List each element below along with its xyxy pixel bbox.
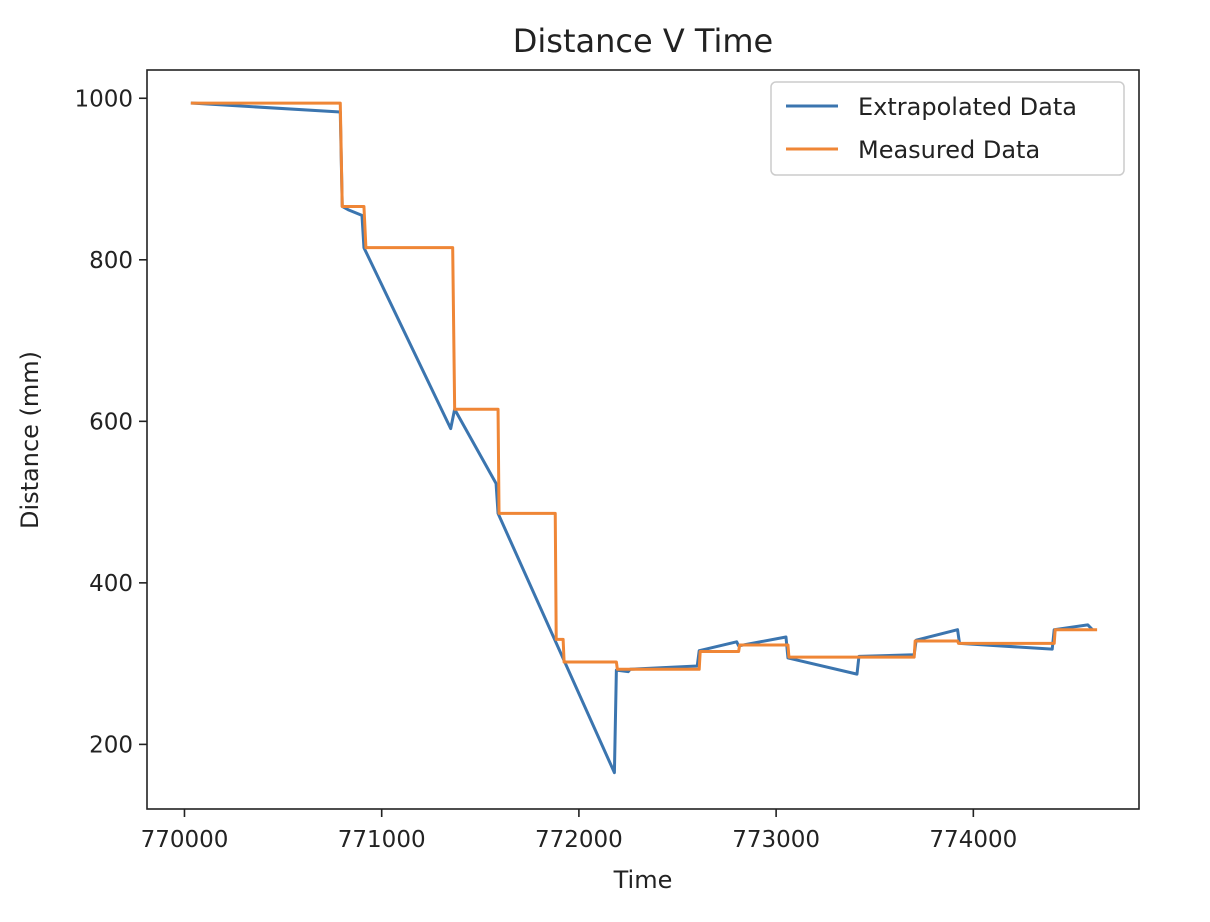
series-layer xyxy=(190,101,1098,775)
x-tick-label: 774000 xyxy=(929,827,1017,853)
plot-area xyxy=(190,101,1098,775)
chart-title: Distance V Time xyxy=(513,22,773,60)
y-tick-label: 200 xyxy=(89,732,133,758)
x-tick-label: 773000 xyxy=(732,827,820,853)
y-axis: 200 400 600 800 1000 xyxy=(74,86,147,758)
x-tick-label: 772000 xyxy=(535,827,623,853)
x-axis: 770000 771000 772000 773000 774000 xyxy=(141,809,1017,853)
series-line-measured-data xyxy=(190,101,1098,671)
legend-label-measured-data: Measured Data xyxy=(858,136,1040,164)
x-axis-label: Time xyxy=(613,866,673,894)
y-axis-label: Distance (mm) xyxy=(16,351,44,529)
y-tick-label: 800 xyxy=(89,248,133,274)
legend-label-extrapolated-data: Extrapolated Data xyxy=(858,93,1077,121)
y-tick-label: 400 xyxy=(89,571,133,597)
y-tick-label: 600 xyxy=(89,409,133,435)
legend: Extrapolated Data Measured Data xyxy=(770,81,1125,176)
plot-frame xyxy=(146,69,1140,810)
series-line-extrapolated-data xyxy=(190,101,1094,775)
x-tick-label: 770000 xyxy=(141,827,229,853)
x-tick-label: 771000 xyxy=(338,827,426,853)
y-tick-label: 1000 xyxy=(74,86,133,112)
legend-box xyxy=(770,81,1125,176)
